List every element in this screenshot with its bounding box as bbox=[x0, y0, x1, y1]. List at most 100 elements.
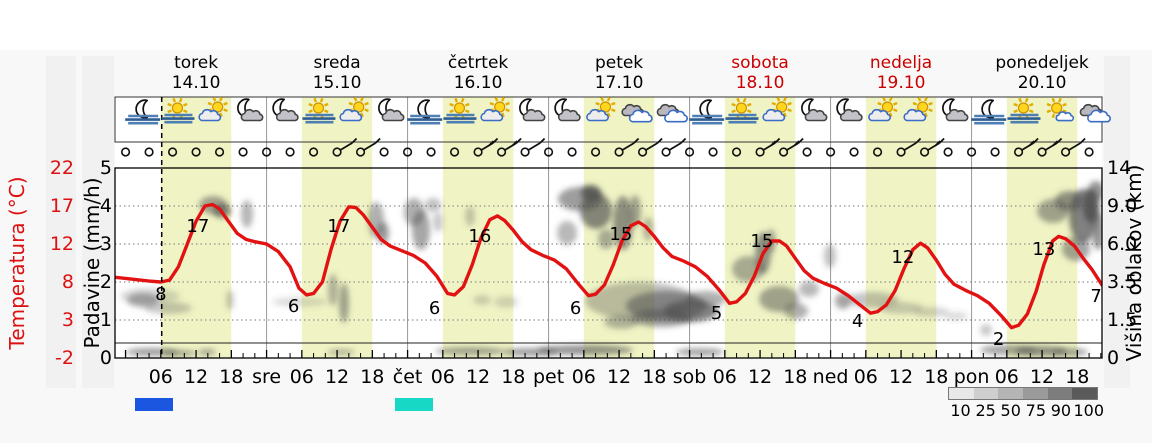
svg-text:06: 06 bbox=[854, 366, 878, 388]
density-swatch bbox=[973, 388, 999, 399]
svg-text:4: 4 bbox=[100, 195, 112, 217]
day-header-ponedeljek: ponedeljek 20.10 bbox=[972, 53, 1112, 93]
day-name: sobota bbox=[731, 53, 789, 73]
svg-text:22: 22 bbox=[50, 157, 74, 179]
day-date: 18.10 bbox=[735, 73, 785, 93]
svg-text:Padavine (mm/h): Padavine (mm/h) bbox=[80, 177, 104, 348]
svg-text:3.5: 3.5 bbox=[1107, 271, 1137, 293]
legend-row: 10 25 50 75 90 100 bbox=[0, 384, 1152, 429]
svg-text:1: 1 bbox=[100, 309, 112, 331]
density-value: 10 bbox=[950, 401, 971, 420]
day-name: ponedeljek bbox=[995, 53, 1089, 73]
svg-text:6.0: 6.0 bbox=[1107, 233, 1137, 255]
svg-text:pon: pon bbox=[954, 366, 990, 388]
svg-text:15: 15 bbox=[609, 224, 632, 245]
day-date: 15.10 bbox=[312, 73, 362, 93]
density-swatch bbox=[1023, 388, 1048, 399]
density-value: 100 bbox=[1073, 401, 1105, 420]
day-date: 17.10 bbox=[594, 73, 644, 93]
svg-text:12: 12 bbox=[1030, 366, 1054, 388]
svg-text:0: 0 bbox=[100, 347, 112, 369]
svg-text:12: 12 bbox=[607, 366, 631, 388]
density-swatch bbox=[998, 388, 1024, 399]
density-swatch bbox=[1047, 388, 1073, 399]
cloud-density-scale bbox=[948, 387, 1098, 400]
day-name: četrtek bbox=[447, 53, 509, 73]
svg-text:13: 13 bbox=[1032, 239, 1055, 260]
day-name: nedelja bbox=[869, 53, 933, 73]
density-swatch bbox=[1072, 388, 1098, 399]
day-header-sobota: sobota 18.10 bbox=[690, 53, 830, 93]
day-name: petek bbox=[594, 53, 644, 73]
svg-text:9.0: 9.0 bbox=[1107, 195, 1137, 217]
svg-text:17: 17 bbox=[50, 195, 74, 217]
svg-text:6: 6 bbox=[288, 296, 299, 317]
cloud-density-scale-values: 10 25 50 75 90 100 bbox=[948, 401, 1104, 420]
svg-text:5: 5 bbox=[100, 157, 112, 179]
svg-text:18: 18 bbox=[360, 366, 384, 388]
svg-text:-2: -2 bbox=[55, 347, 74, 369]
svg-text:ned: ned bbox=[813, 366, 849, 388]
svg-text:06: 06 bbox=[572, 366, 596, 388]
svg-text:2: 2 bbox=[993, 329, 1004, 350]
svg-text:6: 6 bbox=[429, 298, 440, 319]
svg-text:18: 18 bbox=[501, 366, 525, 388]
day-header-sreda: sreda 15.10 bbox=[267, 53, 407, 93]
svg-text:6: 6 bbox=[570, 298, 581, 319]
density-value: 90 bbox=[1050, 401, 1072, 420]
svg-text:čet: čet bbox=[393, 366, 423, 388]
svg-text:12: 12 bbox=[748, 366, 772, 388]
svg-text:12: 12 bbox=[184, 366, 208, 388]
svg-text:16: 16 bbox=[468, 226, 491, 247]
svg-text:18: 18 bbox=[783, 366, 807, 388]
density-swatch bbox=[949, 388, 974, 399]
day-date: 19.10 bbox=[876, 73, 926, 93]
svg-text:4: 4 bbox=[852, 311, 863, 332]
svg-text:12: 12 bbox=[466, 366, 490, 388]
svg-text:pet: pet bbox=[533, 366, 564, 388]
svg-text:18: 18 bbox=[924, 366, 948, 388]
rain-swatch bbox=[135, 398, 173, 411]
svg-text:18: 18 bbox=[219, 366, 243, 388]
day-header-torek: torek 14.10 bbox=[126, 53, 266, 93]
svg-text:06: 06 bbox=[290, 366, 314, 388]
svg-text:3: 3 bbox=[62, 309, 74, 331]
svg-text:5: 5 bbox=[711, 303, 722, 324]
svg-text:2: 2 bbox=[100, 271, 112, 293]
day-date: 14.10 bbox=[171, 73, 221, 93]
day-header-petek: petek 17.10 bbox=[549, 53, 689, 93]
svg-text:06: 06 bbox=[149, 366, 173, 388]
svg-text:8: 8 bbox=[62, 271, 74, 293]
day-header-nedelja: nedelja 19.10 bbox=[831, 53, 971, 93]
svg-text:sob: sob bbox=[673, 366, 707, 388]
svg-text:0: 0 bbox=[1107, 347, 1119, 369]
svg-text:sre: sre bbox=[252, 366, 281, 388]
svg-text:12: 12 bbox=[50, 233, 74, 255]
density-value: 75 bbox=[1025, 401, 1046, 420]
svg-text:12: 12 bbox=[889, 366, 913, 388]
showers-swatch bbox=[395, 398, 433, 411]
density-value: 50 bbox=[1000, 401, 1021, 420]
svg-text:06: 06 bbox=[995, 366, 1019, 388]
svg-text:Temperatura (°C): Temperatura (°C) bbox=[5, 176, 29, 350]
svg-text:1.5: 1.5 bbox=[1107, 309, 1137, 331]
svg-text:14: 14 bbox=[1107, 157, 1131, 179]
day-name: sreda bbox=[313, 53, 361, 73]
svg-text:12: 12 bbox=[325, 366, 349, 388]
day-name: torek bbox=[174, 53, 219, 73]
svg-text:18: 18 bbox=[642, 366, 666, 388]
svg-text:Višina oblakov (km): Višina oblakov (km) bbox=[1122, 165, 1146, 362]
svg-text:18: 18 bbox=[1065, 366, 1089, 388]
svg-text:06: 06 bbox=[431, 366, 455, 388]
svg-text:17: 17 bbox=[186, 216, 209, 237]
day-header-četrtek: četrtek 16.10 bbox=[408, 53, 548, 93]
svg-text:06: 06 bbox=[713, 366, 737, 388]
svg-text:7: 7 bbox=[1090, 286, 1101, 307]
density-value: 25 bbox=[975, 401, 996, 420]
day-date: 20.10 bbox=[1017, 73, 1067, 93]
chart-panel: torek 14.10 sreda 15.10 četrtek 16.10 petek 17.… bbox=[0, 50, 1152, 443]
svg-text:3: 3 bbox=[100, 233, 112, 255]
svg-text:15: 15 bbox=[750, 231, 773, 252]
